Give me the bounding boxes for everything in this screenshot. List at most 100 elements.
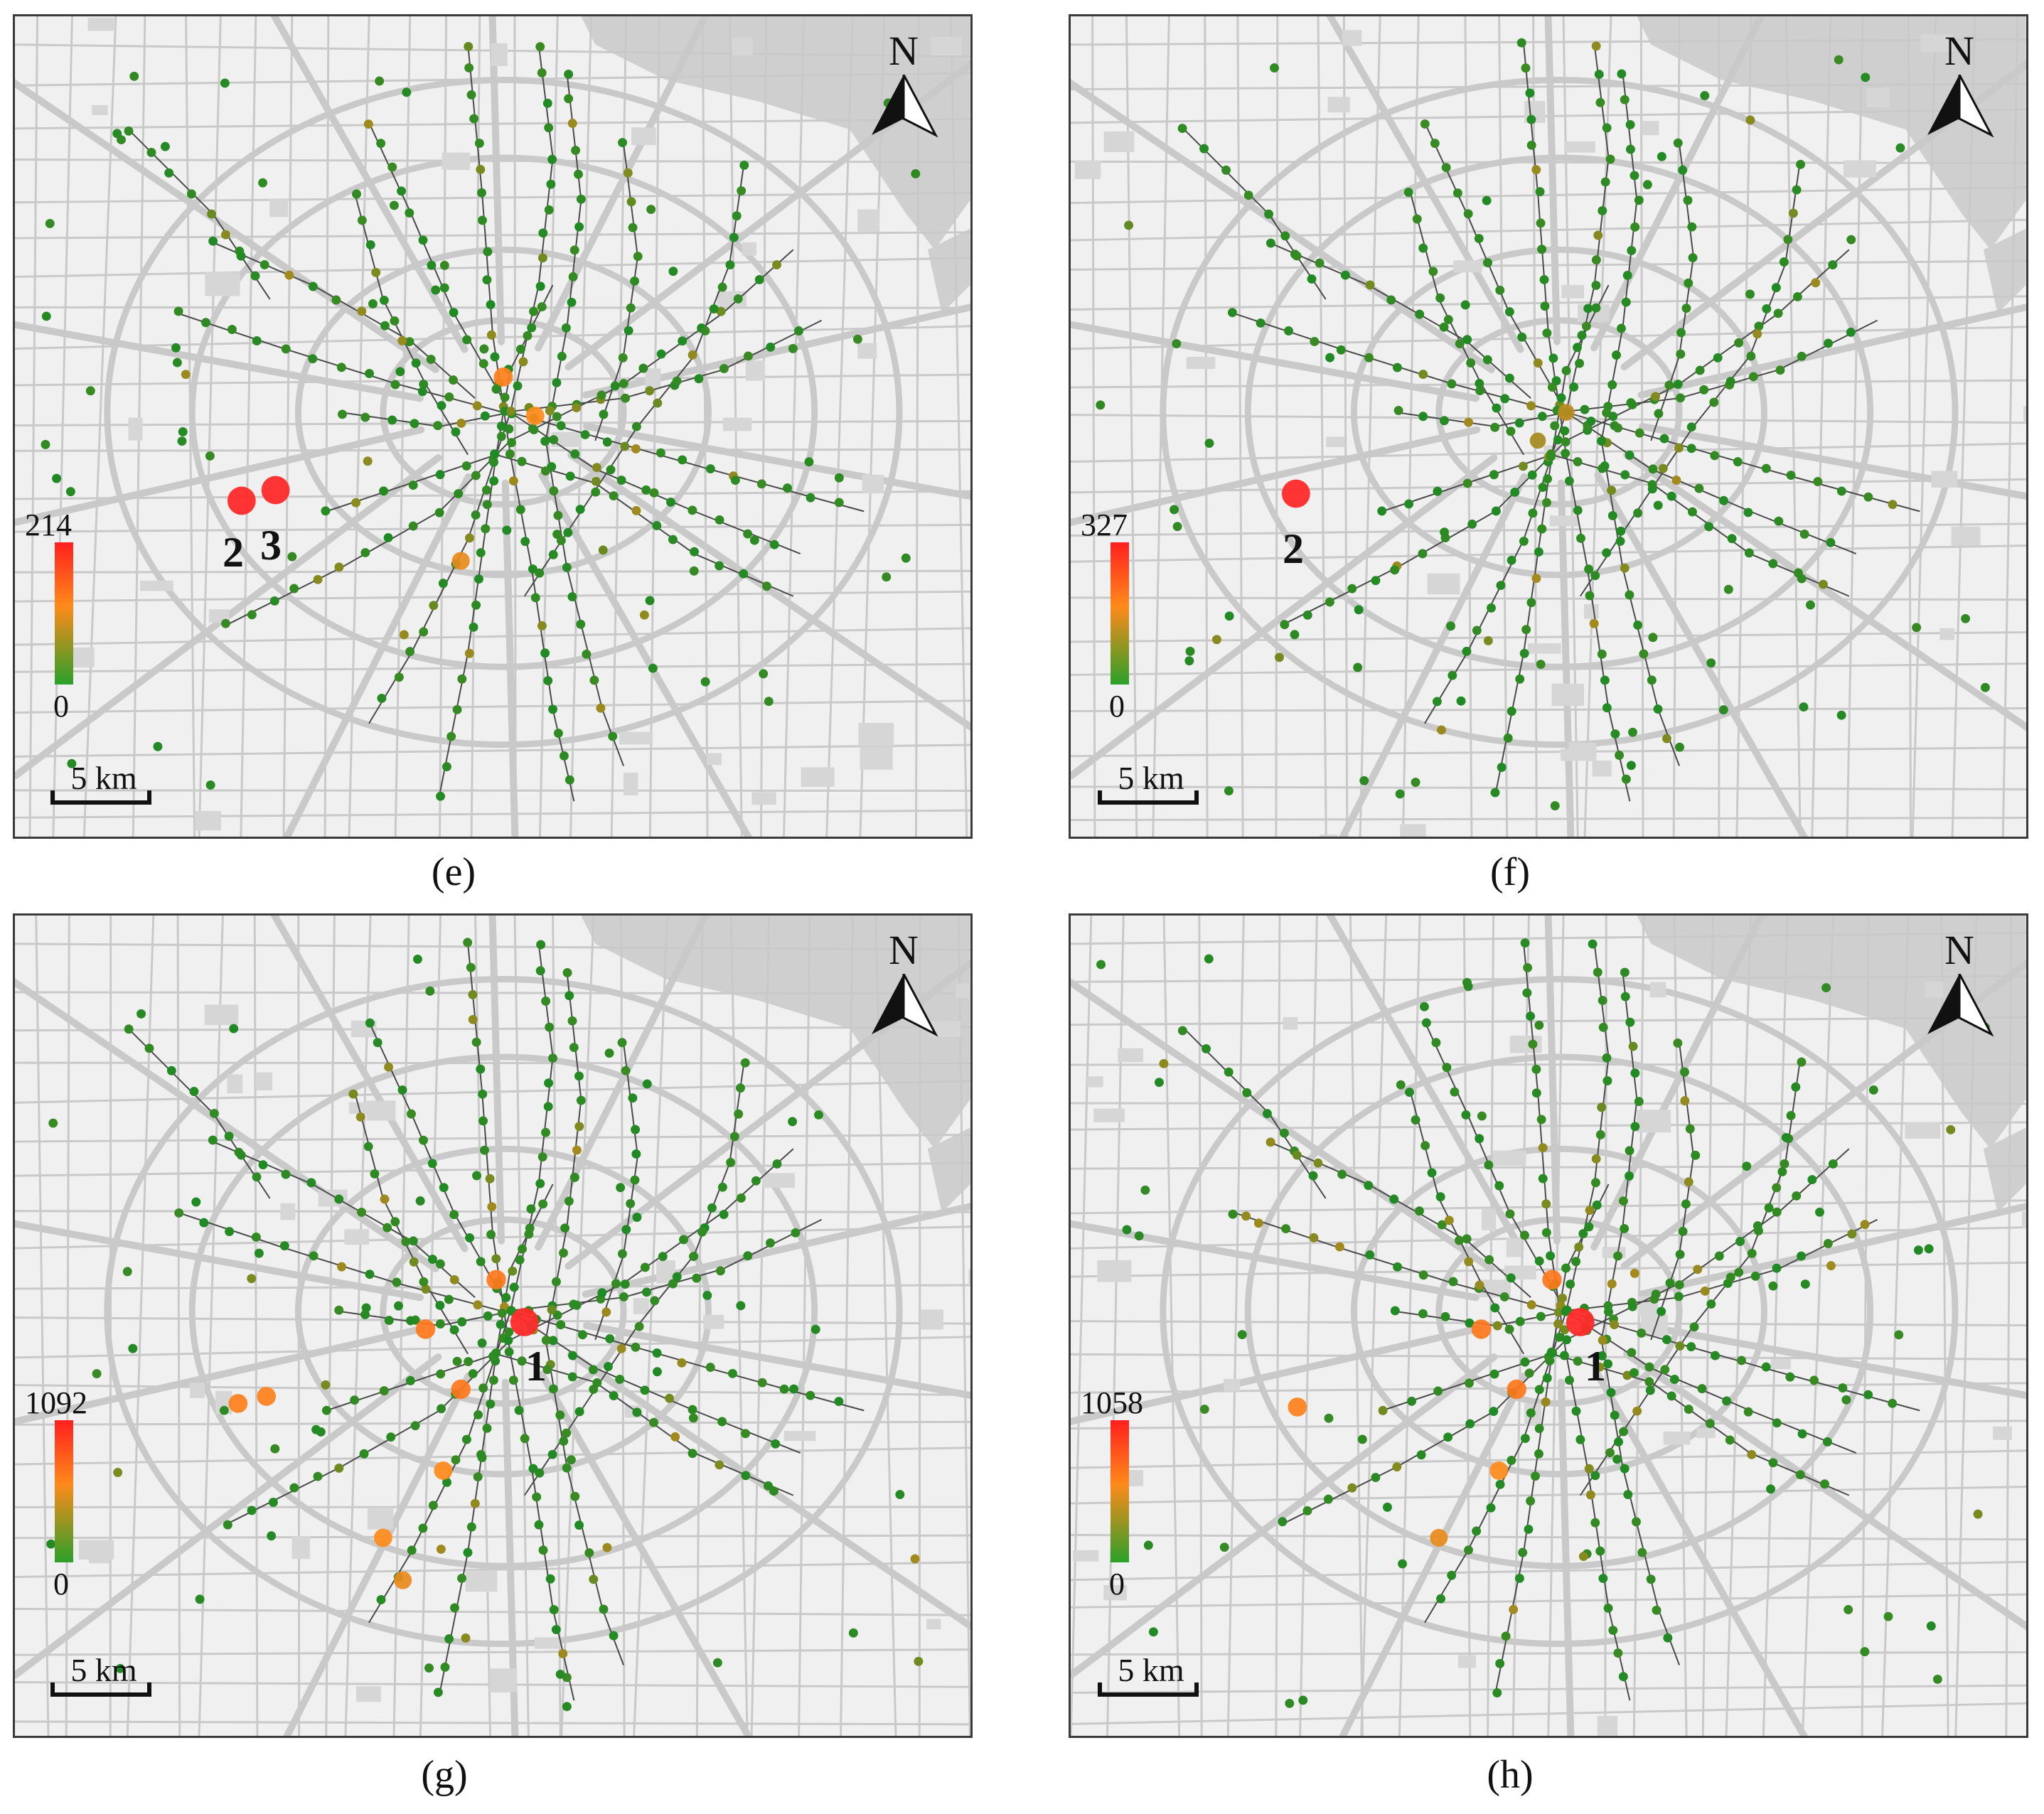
- panel-label-h: (h): [1487, 1753, 1534, 1797]
- station-dot: [737, 186, 747, 195]
- station-dot: [528, 1464, 538, 1474]
- station-dot: [1973, 1509, 1983, 1519]
- station-dot: [513, 381, 523, 391]
- station-dot: [461, 1633, 471, 1643]
- station-dot: [1224, 1067, 1234, 1077]
- station-dot: [1550, 421, 1560, 431]
- station-dot: [365, 369, 374, 378]
- station-dot: [1477, 1111, 1487, 1121]
- builtup-area: [783, 1431, 816, 1442]
- station-dot: [1482, 195, 1492, 205]
- station-dot: [665, 1393, 675, 1403]
- station-dot: [1462, 977, 1472, 987]
- station-dot: [1522, 988, 1532, 998]
- station-dot: [1642, 180, 1652, 190]
- station-dot: [541, 1336, 551, 1345]
- station-dot: [1482, 355, 1492, 365]
- station-dot: [1600, 675, 1610, 685]
- builtup-area: [1073, 1550, 1099, 1562]
- station-dot: [642, 1287, 651, 1297]
- station-dot: [633, 252, 643, 262]
- station-dot: [1597, 436, 1606, 446]
- station-dot: [1266, 1137, 1275, 1147]
- station-dot: [1546, 1347, 1556, 1357]
- station-dot: [1792, 1191, 1802, 1201]
- station-dot: [1647, 480, 1657, 490]
- station-dot: [258, 178, 268, 188]
- station-dot: [882, 572, 892, 582]
- station-dot: [1619, 1427, 1629, 1437]
- station-dot: [1525, 88, 1535, 98]
- builtup-area: [1224, 1379, 1240, 1392]
- station-dot: [1632, 1406, 1642, 1416]
- station-dot: [547, 154, 557, 164]
- station-dot: [1669, 1375, 1679, 1384]
- builtup-area: [190, 1383, 205, 1398]
- station-dot: [548, 704, 558, 714]
- station-dot: [1561, 1306, 1571, 1316]
- station-dot: [1507, 555, 1516, 565]
- station-dot: [1439, 416, 1449, 426]
- builtup-area: [1506, 1238, 1522, 1257]
- station-dot: [336, 363, 346, 372]
- station-dot: [1564, 1375, 1574, 1385]
- station-dot: [1590, 1178, 1600, 1188]
- station-dot: [1584, 1222, 1594, 1232]
- hotspot-label: 3: [260, 522, 282, 569]
- station-dot: [456, 418, 466, 428]
- station-dot: [1603, 1306, 1613, 1316]
- station-dot: [1932, 1674, 1942, 1684]
- station-dot: [412, 955, 422, 964]
- station-dot: [1828, 260, 1838, 270]
- station-dot: [1912, 623, 1922, 633]
- station-dot: [564, 94, 574, 104]
- station-dot: [1617, 323, 1626, 333]
- station-dot: [562, 1428, 572, 1438]
- station-dot: [1414, 1206, 1424, 1216]
- station-dot: [1651, 392, 1660, 402]
- station-dot: [1465, 1378, 1474, 1388]
- station-dot: [250, 271, 260, 281]
- station-dot: [418, 235, 428, 245]
- station-dot: [567, 1372, 577, 1382]
- station-dot: [476, 1257, 486, 1267]
- station-dot: [1620, 967, 1630, 977]
- station-dot: [137, 1009, 146, 1019]
- station-dot: [1706, 658, 1716, 668]
- station-dot: [1581, 321, 1591, 331]
- station-dot: [574, 1520, 584, 1530]
- station-dot: [470, 1498, 480, 1508]
- station-dot: [1510, 487, 1520, 497]
- builtup-area: [1342, 30, 1362, 46]
- station-dot: [1514, 418, 1524, 428]
- station-dot: [1620, 1223, 1630, 1233]
- station-dot: [289, 584, 299, 594]
- station-dot: [436, 791, 446, 801]
- station-dot: [535, 966, 545, 976]
- station-dot: [1309, 1233, 1319, 1243]
- station-dot: [779, 1384, 789, 1394]
- station-dot: [1593, 230, 1603, 240]
- station-dot: [1531, 1064, 1541, 1074]
- builtup-area: [926, 1619, 941, 1630]
- builtup-area: [366, 1100, 396, 1121]
- station-dot: [609, 1631, 619, 1641]
- station-dot: [517, 456, 527, 466]
- station-dot: [789, 1384, 798, 1394]
- builtup-area: [269, 199, 289, 218]
- builtup-area: [1482, 1208, 1497, 1230]
- station-dot: [41, 311, 51, 321]
- builtup-area: [1843, 160, 1876, 178]
- station-dot: [1913, 1245, 1923, 1255]
- builtup-area: [1453, 260, 1482, 273]
- station-dot: [463, 1547, 473, 1557]
- station-dot: [427, 1159, 437, 1169]
- station-dot: [1586, 417, 1596, 426]
- station-dot: [1714, 1251, 1724, 1261]
- station-dot: [1495, 285, 1505, 295]
- hotspot-station: [510, 1308, 539, 1336]
- station-dot: [1143, 1540, 1153, 1550]
- station-dot: [502, 525, 512, 535]
- station-dot: [1583, 304, 1593, 313]
- station-dot: [1464, 1257, 1474, 1267]
